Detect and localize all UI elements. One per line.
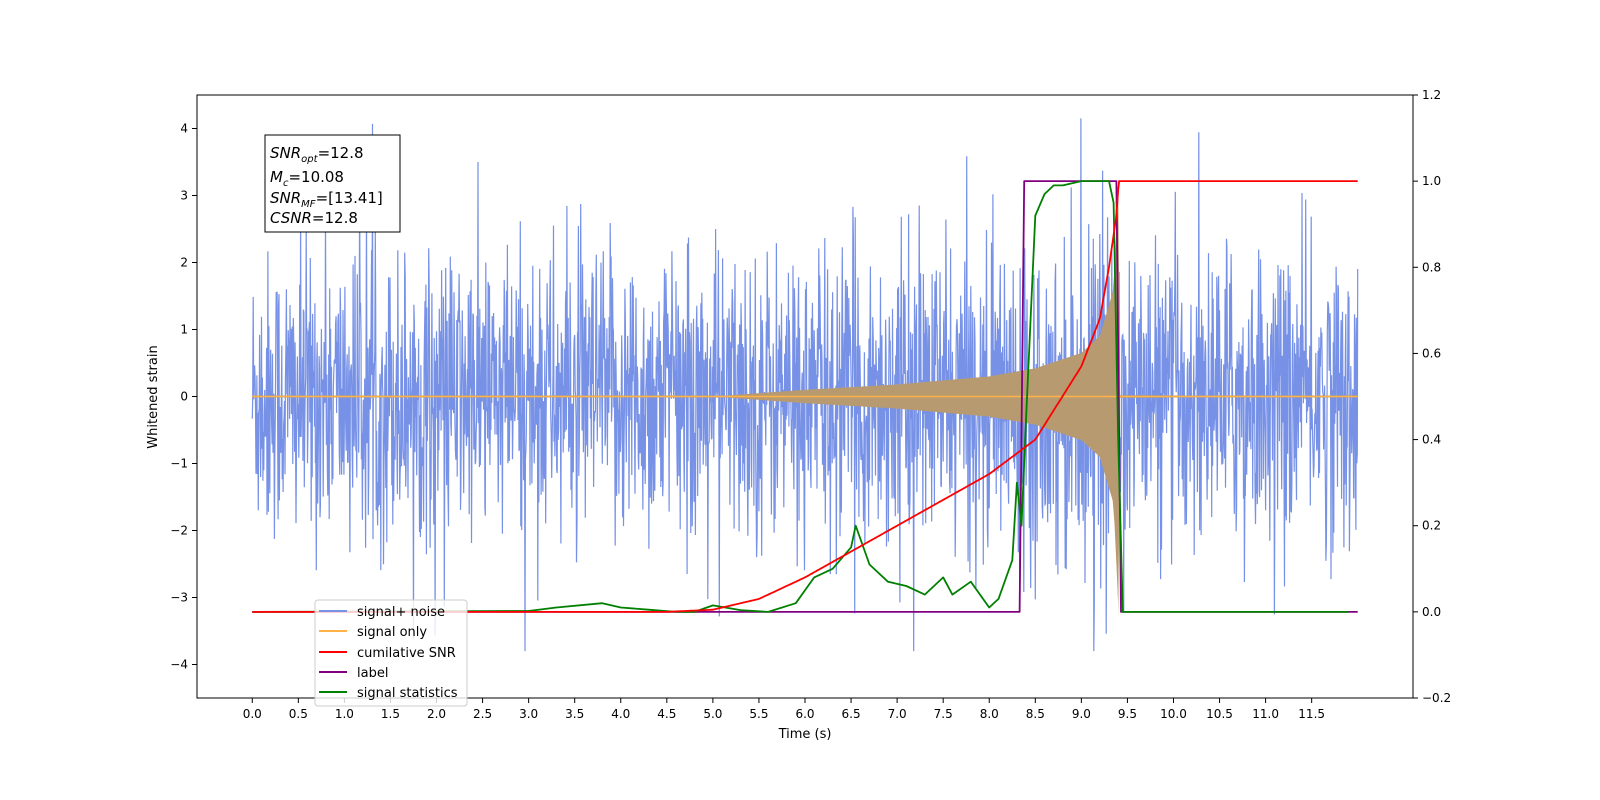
x-tick-label: 4.0 bbox=[611, 707, 630, 721]
legend: signal+ noise signal only cumilative SNR… bbox=[314, 599, 468, 707]
x-tick-label: 9.0 bbox=[1072, 707, 1091, 721]
y2-tick-label: 1.0 bbox=[1422, 174, 1441, 188]
y-tick-label: 0 bbox=[180, 390, 188, 404]
y-tick-label: 2 bbox=[180, 256, 188, 270]
x-tick-label: 6.5 bbox=[842, 707, 861, 721]
x-tick-label: 6.0 bbox=[795, 707, 814, 721]
y2-tick-label: 0.8 bbox=[1422, 260, 1441, 274]
x-tick-label: 2.0 bbox=[427, 707, 446, 721]
x-tick-label: 10.0 bbox=[1160, 707, 1187, 721]
x-tick-label: 9.5 bbox=[1118, 707, 1137, 721]
y-tick-label: −4 bbox=[170, 658, 188, 672]
y-tick-label: 4 bbox=[180, 122, 188, 136]
annotation-snr-opt: SNRopt=12.8 bbox=[270, 144, 364, 165]
annotation-box: SNRopt=12.8 Mc=10.08 SNRMF=[13.41] CSNR=… bbox=[264, 134, 401, 233]
y-axis-label: Whitened strain bbox=[146, 345, 161, 448]
legend-label-signal-noise: signal+ noise bbox=[357, 605, 445, 620]
legend-label-label: label bbox=[357, 666, 388, 681]
x-tick-label: 8.5 bbox=[1026, 707, 1045, 721]
y2-tick-label: 1.2 bbox=[1422, 88, 1441, 102]
x-tick-label: 10.5 bbox=[1206, 707, 1233, 721]
x-axis-label: Time (s) bbox=[778, 727, 832, 742]
annotation-csnr: CSNR=12.8 bbox=[270, 209, 358, 227]
legend-label-cumulative-snr: cumilative SNR bbox=[357, 646, 456, 661]
y-tick-label: −2 bbox=[170, 524, 188, 538]
x-tick-label: 11.5 bbox=[1298, 707, 1325, 721]
x-tick-label: 0.0 bbox=[243, 707, 262, 721]
y-tick-label: −3 bbox=[170, 591, 188, 605]
x-tick-label: 8.0 bbox=[980, 707, 999, 721]
y-tick-label: −1 bbox=[170, 457, 188, 471]
x-tick-label: 5.5 bbox=[749, 707, 768, 721]
y2-tick-label: 0.0 bbox=[1422, 605, 1441, 619]
x-tick-label: 2.5 bbox=[473, 707, 492, 721]
legend-label-signal-statistics: signal statistics bbox=[357, 686, 458, 701]
x-tick-label: 7.5 bbox=[934, 707, 953, 721]
x-tick-label: 4.5 bbox=[657, 707, 676, 721]
series-signal-noise bbox=[251, 118, 1359, 652]
x-tick-label: 7.0 bbox=[888, 707, 907, 721]
legend-label-signal-only: signal only bbox=[357, 625, 427, 640]
y2-tick-label: 0.4 bbox=[1422, 433, 1441, 447]
x-tick-label: 11.0 bbox=[1252, 707, 1279, 721]
series-cumulative-snr bbox=[252, 180, 1358, 613]
x-tick-label: 3.5 bbox=[565, 707, 584, 721]
y2-tick-label: 0.2 bbox=[1422, 519, 1441, 533]
x-tick-label: 1.5 bbox=[381, 707, 400, 721]
y-tick-label: 1 bbox=[180, 323, 188, 337]
y2-tick-label: −0.2 bbox=[1422, 691, 1451, 705]
y2-tick-label: 0.6 bbox=[1422, 346, 1441, 360]
x-tick-label: 1.0 bbox=[335, 707, 354, 721]
x-tick-label: 0.5 bbox=[289, 707, 308, 721]
legend-box bbox=[314, 599, 468, 707]
annotation-chirp-mass: Mc=10.08 bbox=[270, 168, 344, 189]
x-tick-label: 3.0 bbox=[519, 707, 538, 721]
x-tick-label: 5.0 bbox=[703, 707, 722, 721]
annotation-snr-mf: SNRMF=[13.41] bbox=[270, 189, 383, 210]
y-tick-label: 3 bbox=[180, 189, 188, 203]
